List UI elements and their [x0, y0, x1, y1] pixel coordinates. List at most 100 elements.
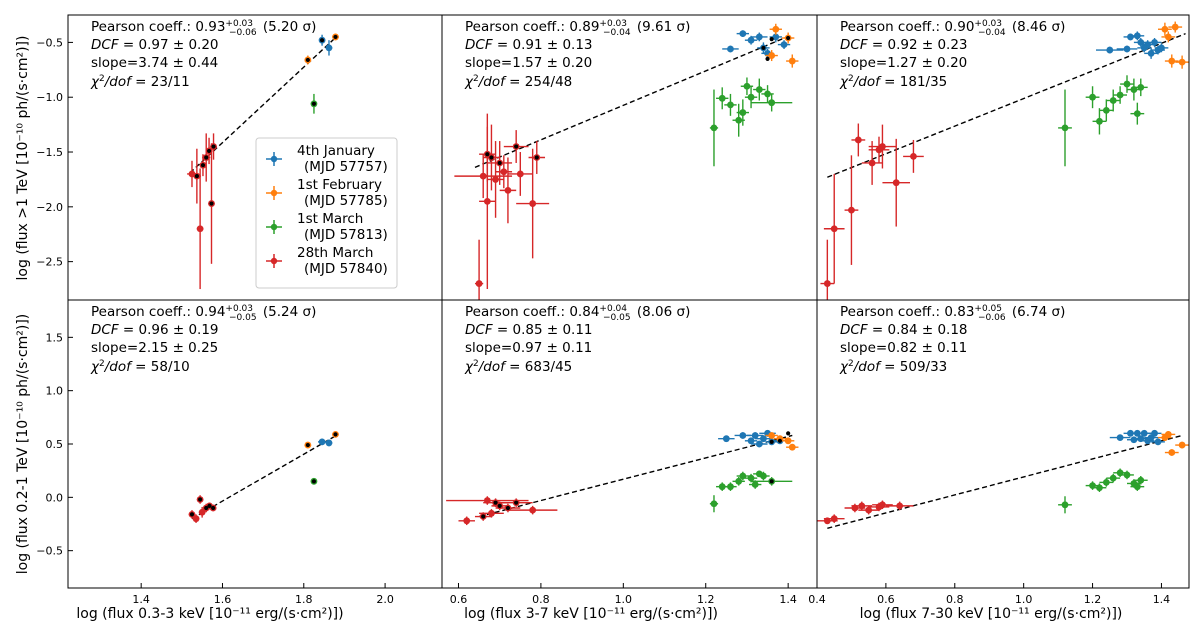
point-marker	[739, 432, 747, 439]
x-tick-label: 1.2	[697, 593, 715, 606]
data-point	[746, 432, 764, 439]
slope-value: slope=0.82 ± 0.11	[840, 340, 967, 356]
chi2-value: χ2/dof = 254/48	[464, 74, 572, 90]
panel-5: 0.6 0.8 1.0 1.2 1.4 Pearson coeff.: 0.84+0.04…	[441, 299, 818, 606]
matched-point	[194, 174, 199, 179]
pearson-coeff: Pearson coeff.: 0.89+0.03 −0.04 (9.61 σ)	[465, 19, 690, 38]
pearson-err-down: −0.04	[603, 28, 631, 38]
data-point	[192, 514, 200, 523]
matched-point	[786, 35, 791, 41]
chi2-number: = 58/10	[131, 359, 190, 375]
point-marker	[196, 225, 204, 233]
fit-line	[827, 32, 1186, 178]
data-point	[724, 482, 737, 491]
pearson-coeff: Pearson coeff.: 0.93+0.03 −0.06 (5.20 σ)	[91, 19, 316, 38]
point-marker	[1178, 441, 1186, 449]
matched-point	[534, 155, 539, 160]
pearson-sigma: (5.24 σ)	[259, 304, 317, 320]
point-marker	[1096, 484, 1103, 492]
pearson-err-down: −0.06	[229, 28, 257, 38]
data-point	[325, 439, 333, 447]
data-point	[749, 480, 762, 489]
point-marker	[1106, 46, 1114, 54]
point-marker	[722, 435, 730, 443]
matched-point	[319, 38, 325, 43]
point-marker	[1130, 436, 1138, 444]
matched-point	[211, 144, 216, 149]
point-marker	[879, 501, 886, 509]
point-marker	[504, 186, 512, 194]
chi2-exp: 2	[99, 359, 105, 369]
legend: 4th January (MJD 57757) 1st February (MJ…	[255, 137, 398, 289]
x-tick-label: 1.2	[1084, 593, 1102, 606]
fit-line	[191, 434, 337, 520]
stats-annotation: Pearson coeff.: 0.94+0.03 −0.05 (5.24 σ)D…	[90, 304, 316, 375]
x-tick-label: 1.0	[1015, 593, 1033, 606]
chi2-dof: /dof	[853, 359, 882, 375]
legend-entry-orange: 1st February (MJD 57785)	[266, 177, 388, 209]
pearson-sigma: (5.20 σ)	[259, 19, 317, 35]
data-point	[1151, 438, 1165, 446]
matched-point	[777, 438, 783, 443]
pearson-err-down: −0.04	[978, 28, 1006, 38]
dcf-number: = 0.84 ± 0.18	[868, 322, 968, 338]
series-orange	[765, 432, 799, 451]
dcf-value: DCF = 0.85 ± 0.11	[465, 322, 593, 338]
matched-point	[189, 512, 195, 517]
point-marker	[1137, 476, 1145, 484]
pearson-coeff: Pearson coeff.: 0.90+0.03 −0.04 (8.46 σ)	[840, 19, 1065, 38]
matched-point	[485, 152, 490, 157]
point-marker	[192, 515, 200, 523]
data-point	[1147, 429, 1162, 437]
matched-point	[198, 497, 203, 502]
matched-point	[481, 514, 486, 519]
panel-plot-area	[817, 429, 1189, 529]
point-marker	[896, 502, 904, 510]
matched-point	[209, 201, 214, 206]
data-point	[1106, 89, 1121, 112]
point-marker	[488, 509, 495, 517]
y-tick-label: −1.5	[36, 146, 63, 159]
point-marker	[768, 99, 776, 107]
slope-value: slope=1.57 ± 0.20	[465, 55, 592, 71]
data-point	[786, 443, 799, 451]
y-tick-label: −1.0	[36, 91, 63, 104]
dcf-value: DCF = 0.84 ± 0.18	[840, 322, 968, 338]
point-marker	[479, 172, 487, 180]
point-marker	[760, 472, 767, 480]
data-point	[1164, 54, 1179, 68]
point-marker	[1133, 483, 1141, 491]
point-marker	[735, 116, 743, 124]
point-marker	[1147, 49, 1155, 57]
chi2-value: χ2/dof = 58/10	[90, 359, 190, 375]
chi2-exp: 2	[848, 74, 854, 84]
point-marker	[772, 33, 780, 41]
point-marker	[718, 483, 726, 491]
point-marker	[500, 168, 508, 176]
point-marker	[1133, 110, 1141, 118]
data-point	[734, 432, 752, 439]
data-point	[744, 473, 758, 483]
data-point	[709, 89, 719, 167]
legend-entry-red: 28th March (MJD 57840)	[266, 245, 388, 277]
pearson-err-down: −0.05	[229, 313, 257, 323]
ylabel-top: log (flux >1 TeV [10⁻¹⁰ ph/(s·cm²)])	[15, 36, 31, 281]
series-green	[709, 470, 793, 513]
point-marker	[1168, 57, 1176, 65]
series-red	[446, 496, 558, 526]
data-point	[1058, 496, 1072, 514]
data-point	[1175, 441, 1189, 449]
series-blue	[1096, 31, 1169, 59]
legend-frame	[255, 137, 398, 289]
series-red	[817, 500, 914, 525]
chi2-exp: 2	[848, 359, 854, 369]
pearson-err-up: +0.03	[599, 19, 627, 29]
data-point	[454, 154, 513, 199]
fit-line	[827, 434, 1183, 529]
data-point	[1130, 31, 1145, 41]
data-point	[458, 516, 475, 526]
chi2-exp: 2	[99, 74, 105, 84]
series-green	[709, 77, 793, 167]
data-point	[325, 40, 333, 56]
slope-value: slope=1.27 ± 0.20	[840, 55, 967, 71]
